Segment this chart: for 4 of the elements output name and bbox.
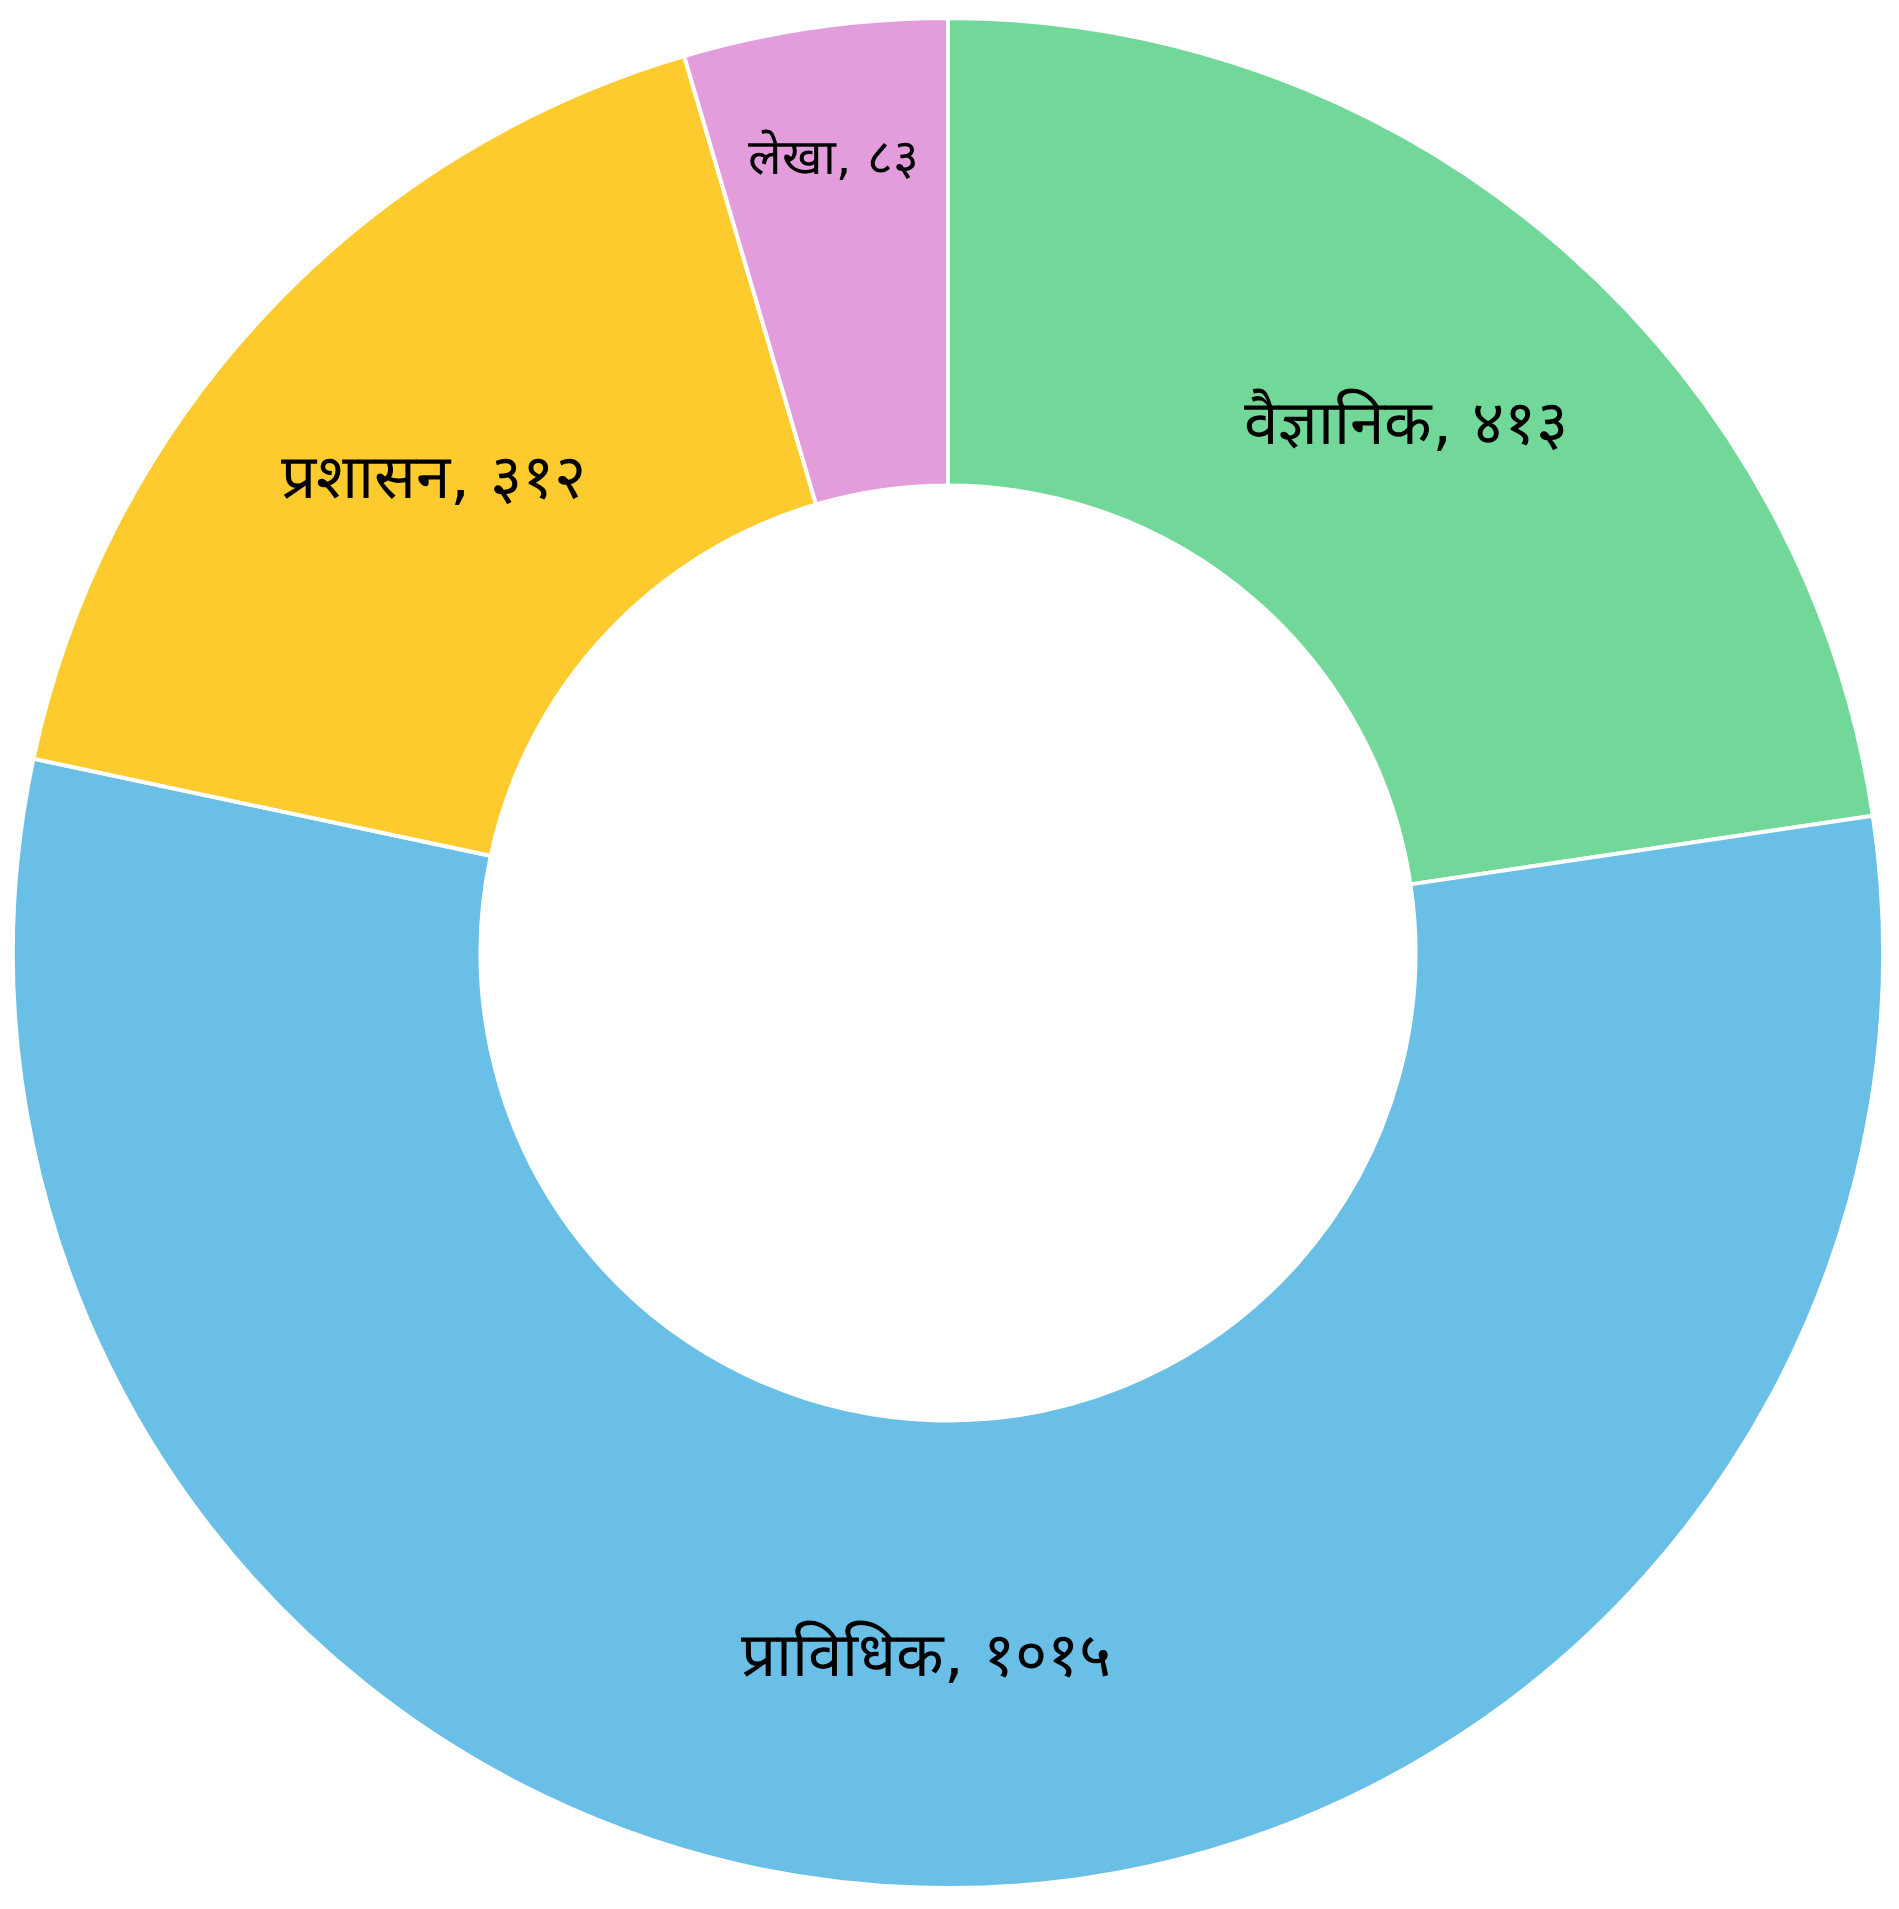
slice-label: प्रशासन, ३१२ [281, 440, 586, 514]
slice-label: लेखा, ८३ [747, 128, 920, 187]
slice-label: वैज्ञानिक, ४१३ [1244, 385, 1568, 459]
slice-label: प्राविधिक, १०१५ [741, 1617, 1112, 1691]
